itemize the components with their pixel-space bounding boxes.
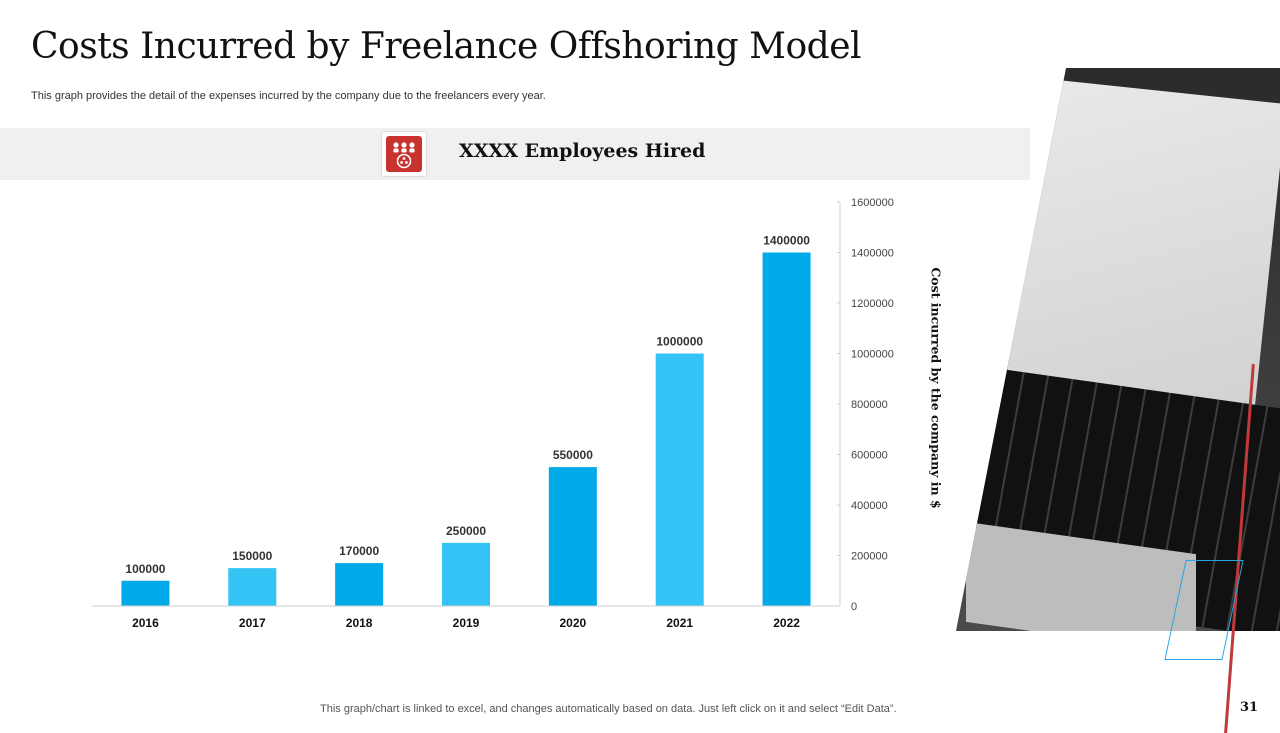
banner-text: XXXX Employees Hired: [459, 140, 706, 162]
y-tick-label-0: 0: [851, 601, 857, 613]
y-tick-label-400000: 400000: [851, 500, 888, 512]
data-label-2019: 250000: [446, 524, 486, 538]
y-tick-label-600000: 600000: [851, 450, 888, 462]
footer-note: This graph/chart is linked to excel, and…: [320, 703, 897, 715]
y-tick-label-1000000: 1000000: [851, 349, 894, 361]
y-tick-label-200000: 200000: [851, 551, 888, 563]
page-number: 31: [1240, 700, 1259, 715]
y-axis-title: Cost incurred by the company in $: [928, 267, 944, 509]
data-label-2020: 550000: [553, 448, 593, 462]
bar-2022: [762, 252, 811, 606]
x-tick-label-2016: 2016: [132, 616, 159, 630]
x-tick-label-2020: 2020: [560, 616, 587, 630]
x-tick-label-2019: 2019: [453, 616, 480, 630]
y-tick-label-800000: 800000: [851, 399, 888, 411]
y-tick-label-1600000: 1600000: [851, 197, 894, 209]
bar-2021: [655, 353, 704, 606]
banner-strip: [0, 128, 1030, 180]
data-label-2018: 170000: [339, 544, 379, 558]
data-label-2022: 1400000: [763, 234, 810, 248]
bar-2020: [548, 467, 597, 606]
data-label-2016: 100000: [125, 562, 165, 576]
bar-2017: [228, 568, 277, 606]
data-label-2017: 150000: [232, 549, 272, 563]
data-label-2021: 1000000: [656, 335, 703, 349]
x-tick-label-2022: 2022: [773, 616, 800, 630]
bar-2016: [121, 580, 170, 606]
bar-2019: [442, 542, 490, 606]
employees-group-icon: [381, 131, 427, 177]
slide-title: Costs Incurred by Freelance Offshoring M…: [31, 26, 862, 67]
x-tick-label-2018: 2018: [346, 616, 373, 630]
bar-2018: [335, 563, 384, 606]
y-tick-label-1400000: 1400000: [851, 248, 894, 260]
slide-subtitle: This graph provides the detail of the ex…: [31, 90, 546, 102]
x-tick-label-2021: 2021: [666, 616, 693, 630]
y-tick-label-1200000: 1200000: [851, 298, 894, 310]
x-tick-label-2017: 2017: [239, 616, 266, 630]
